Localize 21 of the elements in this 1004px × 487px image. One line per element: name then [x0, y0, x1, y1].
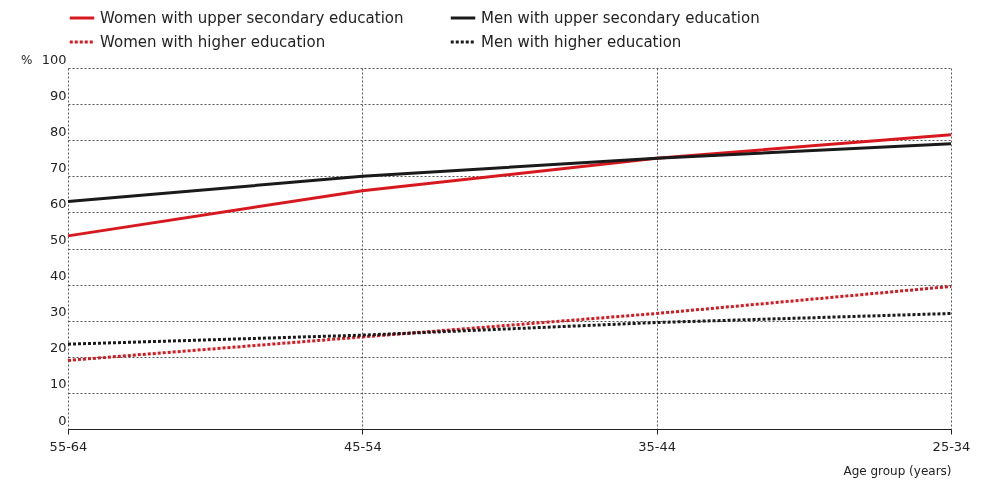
legend-label: Women with upper secondary education [100, 9, 404, 27]
y-tick-label: 20 [49, 340, 67, 356]
y-tick-label: 90 [49, 87, 67, 103]
y-tick-label: 100 [41, 51, 67, 67]
y-tick-label: 0 [58, 412, 67, 428]
legend-label: Men with higher education [481, 33, 682, 51]
y-tick-label: 40 [49, 268, 67, 284]
x-tick-label: 55-64 [49, 438, 88, 454]
y-tick-label: 80 [49, 123, 67, 139]
y-axis-title: % [21, 52, 33, 67]
y-tick-label: 50 [49, 232, 67, 247]
legend-label: Women with higher education [100, 33, 326, 51]
x-tick-label: 35-44 [638, 438, 677, 454]
x-axis-title: Age group (years) [843, 463, 952, 478]
y-tick-label: 60 [49, 195, 67, 211]
legend-label: Men with upper secondary education [481, 9, 760, 27]
y-tick-label: 10 [49, 376, 67, 392]
x-tick-label: 45-54 [343, 438, 382, 454]
y-tick-label: 70 [49, 159, 67, 175]
x-tick-label: 25-34 [932, 438, 971, 454]
y-tick-label: 30 [49, 304, 67, 320]
